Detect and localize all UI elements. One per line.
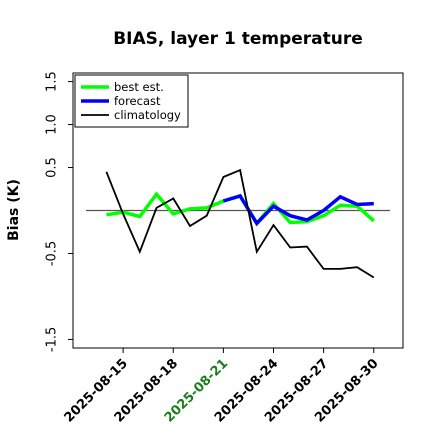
y-tick-label: -0.5 <box>45 241 60 266</box>
y-tick-label: 1.0 <box>45 114 60 135</box>
legend-label: best est. <box>114 80 164 94</box>
y-tick-label: 0.5 <box>45 157 60 178</box>
y-tick-label: -1.5 <box>45 327 60 352</box>
plot-frame <box>72 72 404 349</box>
y-axis-label: Bias (K) <box>6 179 22 241</box>
series-line-climatology <box>105 168 375 279</box>
legend-label: forecast <box>114 94 161 108</box>
legend-label: climatology <box>114 108 181 122</box>
chart-title: BIAS, layer 1 temperature <box>113 29 363 49</box>
y-tick-label: 1.5 <box>45 71 60 92</box>
